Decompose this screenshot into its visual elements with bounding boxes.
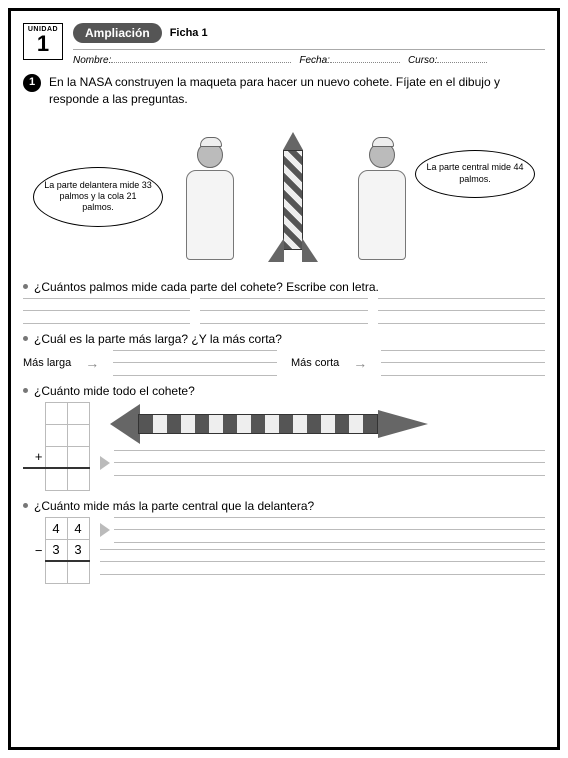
write-line[interactable] <box>114 517 546 543</box>
curso-input[interactable] <box>437 53 487 63</box>
write-line[interactable] <box>113 350 277 376</box>
speech-bubble-right: La parte central mide 44 palmos. <box>415 150 535 198</box>
cell: 3 <box>67 539 89 561</box>
write-line[interactable] <box>381 350 545 376</box>
minus-sign: − <box>23 539 45 561</box>
subquestion-4: ¿Cuánto mide más la parte central que la… <box>23 499 545 513</box>
cell: 3 <box>45 539 67 561</box>
answer-lines-1 <box>23 298 545 324</box>
question-text: En la NASA construyen la maqueta para ha… <box>49 74 545 108</box>
q3-right <box>100 402 546 476</box>
scientist-2 <box>347 142 417 272</box>
scientist-1 <box>175 142 245 272</box>
bullet-icon <box>23 336 28 341</box>
mas-larga-label: Más larga <box>23 357 71 369</box>
fecha-field: Fecha: <box>299 53 400 66</box>
rocket-horizontal <box>100 402 546 446</box>
triangle-icon <box>100 456 110 470</box>
triangle-icon <box>100 523 110 537</box>
plus-sign: + <box>23 446 45 468</box>
cell: 4 <box>67 517 89 539</box>
speech-bubble-left: La parte delantera mide 33 palmos y la c… <box>33 167 163 227</box>
subquestion-1: ¿Cuántos palmos mide cada parte del cohe… <box>23 280 545 294</box>
title-row: Ampliación Ficha 1 <box>73 23 545 43</box>
header: UNIDAD 1 Ampliación Ficha 1 Nombre: Fech… <box>23 23 545 66</box>
subquestion-2: ¿Cuál es la parte más larga? ¿Y la más c… <box>23 332 545 346</box>
answer-row <box>100 450 546 476</box>
fecha-label: Fecha: <box>299 55 330 66</box>
unit-number: 1 <box>24 33 62 55</box>
bullet-icon <box>23 503 28 508</box>
info-row: Nombre: Fecha: Curso: <box>73 49 545 66</box>
q4-right <box>100 517 546 575</box>
write-line[interactable] <box>23 298 190 324</box>
subtraction-grid[interactable]: 44 −33 <box>23 517 90 584</box>
sub4-text: ¿Cuánto mide más la parte central que la… <box>34 499 314 513</box>
curso-field: Curso: <box>408 53 487 66</box>
addition-grid[interactable]: + <box>23 402 90 491</box>
section-pill: Ampliación <box>73 23 162 43</box>
unit-badge: UNIDAD 1 <box>23 23 63 60</box>
curso-label: Curso: <box>408 55 437 66</box>
fecha-input[interactable] <box>330 53 400 63</box>
write-line[interactable] <box>100 549 546 575</box>
cell: 4 <box>45 517 67 539</box>
sub2-text: ¿Cuál es la parte más larga? ¿Y la más c… <box>34 332 282 346</box>
q4-block: 44 −33 <box>23 517 545 584</box>
mas-corta-label: Más corta <box>291 357 339 369</box>
nombre-input[interactable] <box>111 53 291 63</box>
bullet-icon <box>23 284 28 289</box>
arrow-icon: → <box>353 355 367 371</box>
header-right: Ampliación Ficha 1 Nombre: Fecha: Curso: <box>73 23 545 66</box>
nombre-field: Nombre: <box>73 53 291 66</box>
sub1-text: ¿Cuántos palmos mide cada parte del cohe… <box>34 280 379 294</box>
write-line[interactable] <box>378 298 545 324</box>
arrow-icon: → <box>85 355 99 371</box>
answer-row <box>100 517 546 543</box>
worksheet-page: UNIDAD 1 Ampliación Ficha 1 Nombre: Fech… <box>8 8 560 750</box>
rocket-vertical <box>268 122 318 272</box>
write-line[interactable] <box>200 298 367 324</box>
question-number: 1 <box>23 74 41 92</box>
illustration: La parte delantera mide 33 palmos y la c… <box>23 112 545 272</box>
question-1: 1 En la NASA construyen la maqueta para … <box>23 74 545 108</box>
bullet-icon <box>23 388 28 393</box>
write-line[interactable] <box>114 450 546 476</box>
larga-corta-row: Más larga → Más corta → <box>23 350 545 376</box>
sub3-text: ¿Cuánto mide todo el cohete? <box>34 384 195 398</box>
nombre-label: Nombre: <box>73 55 111 66</box>
ficha-label: Ficha 1 <box>170 27 208 39</box>
q3-block: + <box>23 402 545 491</box>
subquestion-3: ¿Cuánto mide todo el cohete? <box>23 384 545 398</box>
